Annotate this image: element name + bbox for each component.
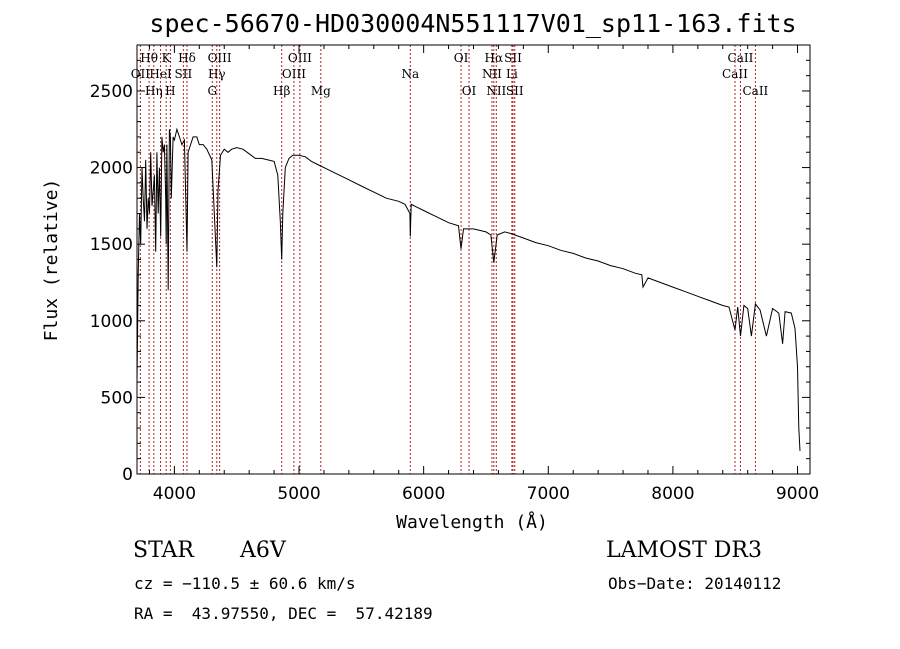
y-tick-label: 2000 — [90, 159, 133, 179]
x-tick-label: 4000 — [153, 484, 196, 504]
line-label: OII — [131, 67, 151, 81]
y-tick-label: 1500 — [90, 235, 133, 255]
line-label: NII — [486, 84, 506, 98]
x-tick-label: 5000 — [277, 484, 320, 504]
line-label: OI — [454, 51, 469, 65]
axis-ticks: 4000 5000 6000 7000 8000 9000 0 500 1000 1500 2000… — [90, 45, 819, 504]
x-tick-label: 9000 — [776, 484, 819, 504]
line-label: H — [165, 84, 175, 98]
x-tick-label: 7000 — [527, 484, 570, 504]
line-label: Li — [506, 67, 518, 81]
line-label: Hη — [145, 84, 163, 98]
x-axis-label: Wavelength (Å) — [396, 511, 548, 533]
line-label: CaII — [742, 84, 768, 98]
line-label: Na — [401, 67, 419, 81]
line-label: SII — [504, 51, 522, 65]
y-axis-label: Flux (relative) — [41, 179, 62, 342]
line-label: OIII — [208, 51, 232, 65]
object-subclass: A6V — [240, 538, 286, 563]
y-tick-label: 500 — [101, 388, 133, 408]
line-label: HeI — [149, 67, 172, 81]
line-label: SII — [175, 67, 193, 81]
line-label: Hθ — [140, 51, 158, 65]
line-label: NII — [482, 67, 502, 81]
plot-frame — [136, 44, 811, 475]
line-label: Hα — [485, 51, 504, 65]
survey-name: LAMOST DR3 — [606, 538, 762, 563]
line-label: OIII — [288, 51, 312, 65]
x-tick-label: 6000 — [402, 484, 445, 504]
line-label: G — [207, 84, 217, 98]
ra-dec: RA = 43.97550, DEC = 57.42189 — [134, 604, 433, 623]
spectrum-line — [136, 127, 801, 452]
line-label: K — [162, 51, 172, 65]
line-label: Hβ — [273, 84, 290, 98]
line-markers — [139, 45, 756, 474]
line-label: OIII — [282, 67, 306, 81]
line-label: Hδ — [178, 51, 196, 65]
line-label: SII — [506, 84, 524, 98]
obs-date: Obs−Date: 20140112 — [608, 574, 782, 593]
x-tick-label: 8000 — [651, 484, 694, 504]
y-tick-label: 2500 — [90, 82, 133, 102]
line-label: CaII — [722, 67, 748, 81]
line-label: OI — [462, 84, 477, 98]
line-label: Hγ — [208, 67, 226, 81]
line-label: CaII — [728, 51, 754, 65]
line-label: Mg — [311, 84, 331, 98]
line-labels: Hθ OII Hη K HeI H Hδ SII OIII Hγ G OIII OIII Hβ Mg Na OI… — [131, 51, 769, 98]
object-class: STAR — [133, 538, 194, 563]
y-tick-label: 1000 — [90, 312, 133, 332]
y-tick-label: 0 — [122, 465, 133, 485]
redshift-cz: cz = −110.5 ± 60.6 km/s — [134, 574, 356, 593]
chart-title: spec-56670-HD030004N551117V01_sp11-163.f… — [149, 9, 796, 38]
